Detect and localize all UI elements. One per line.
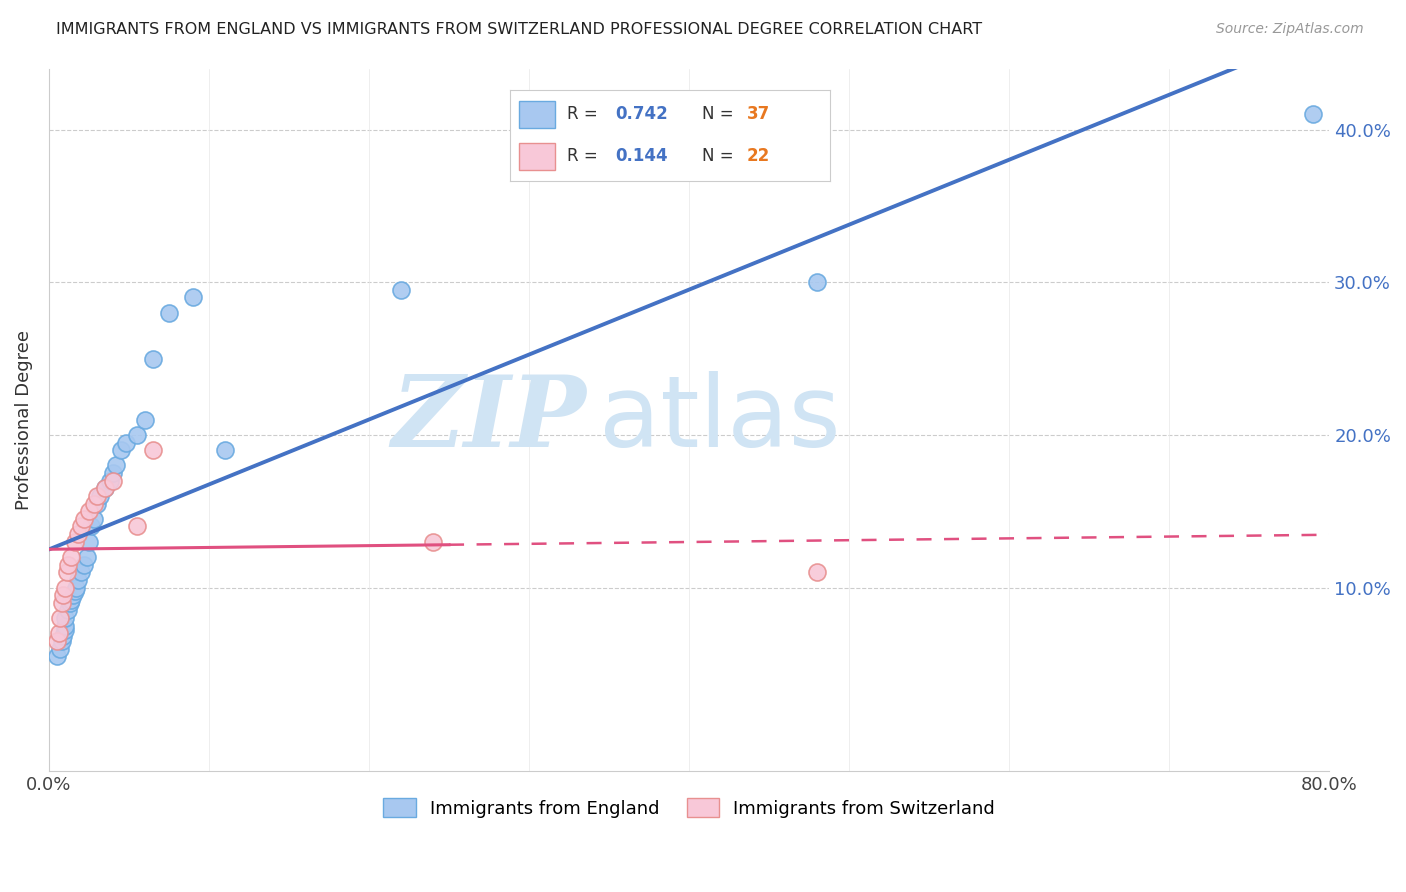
Text: Source: ZipAtlas.com: Source: ZipAtlas.com	[1216, 22, 1364, 37]
Point	[63, 534, 86, 549]
Point	[181, 291, 204, 305]
Point	[70, 519, 93, 533]
Point	[125, 428, 148, 442]
Point	[46, 649, 69, 664]
Point	[86, 489, 108, 503]
Point	[59, 596, 82, 610]
Text: ZIP: ZIP	[392, 371, 586, 468]
Text: atlas: atlas	[599, 371, 841, 468]
Point	[70, 566, 93, 580]
Point	[157, 306, 180, 320]
Point	[806, 566, 828, 580]
Point	[77, 534, 100, 549]
Point	[66, 573, 89, 587]
Point	[52, 629, 75, 643]
Point	[142, 443, 165, 458]
Point	[65, 581, 87, 595]
Point	[1302, 107, 1324, 121]
Point	[60, 592, 83, 607]
Point	[56, 558, 79, 572]
Point	[83, 497, 105, 511]
Point	[389, 283, 412, 297]
Point	[806, 275, 828, 289]
Point	[53, 624, 76, 638]
Point	[53, 618, 76, 632]
Point	[51, 596, 73, 610]
Point	[114, 435, 136, 450]
Point	[214, 443, 236, 458]
Point	[76, 549, 98, 564]
Point	[101, 466, 124, 480]
Point	[49, 611, 72, 625]
Point	[49, 641, 72, 656]
Point	[98, 474, 121, 488]
Legend: Immigrants from England, Immigrants from Switzerland: Immigrants from England, Immigrants from…	[375, 791, 1002, 825]
Point	[110, 443, 132, 458]
Point	[46, 634, 69, 648]
Point	[422, 534, 444, 549]
Point	[55, 566, 77, 580]
Point	[125, 519, 148, 533]
Point	[105, 458, 128, 473]
Point	[66, 527, 89, 541]
Point	[51, 634, 73, 648]
Point	[73, 558, 96, 572]
Point	[89, 489, 111, 503]
Point	[79, 519, 101, 533]
Point	[101, 474, 124, 488]
Y-axis label: Professional Degree: Professional Degree	[15, 330, 32, 509]
Point	[83, 512, 105, 526]
Point	[48, 626, 70, 640]
Point	[53, 611, 76, 625]
Point	[94, 481, 117, 495]
Text: IMMIGRANTS FROM ENGLAND VS IMMIGRANTS FROM SWITZERLAND PROFESSIONAL DEGREE CORRE: IMMIGRANTS FROM ENGLAND VS IMMIGRANTS FR…	[56, 22, 983, 37]
Point	[53, 581, 76, 595]
Point	[77, 504, 100, 518]
Point	[86, 497, 108, 511]
Point	[142, 351, 165, 366]
Point	[63, 583, 86, 598]
Point	[62, 588, 84, 602]
Point	[134, 412, 156, 426]
Point	[73, 512, 96, 526]
Point	[56, 603, 79, 617]
Point	[60, 549, 83, 564]
Point	[52, 588, 75, 602]
Point	[94, 481, 117, 495]
